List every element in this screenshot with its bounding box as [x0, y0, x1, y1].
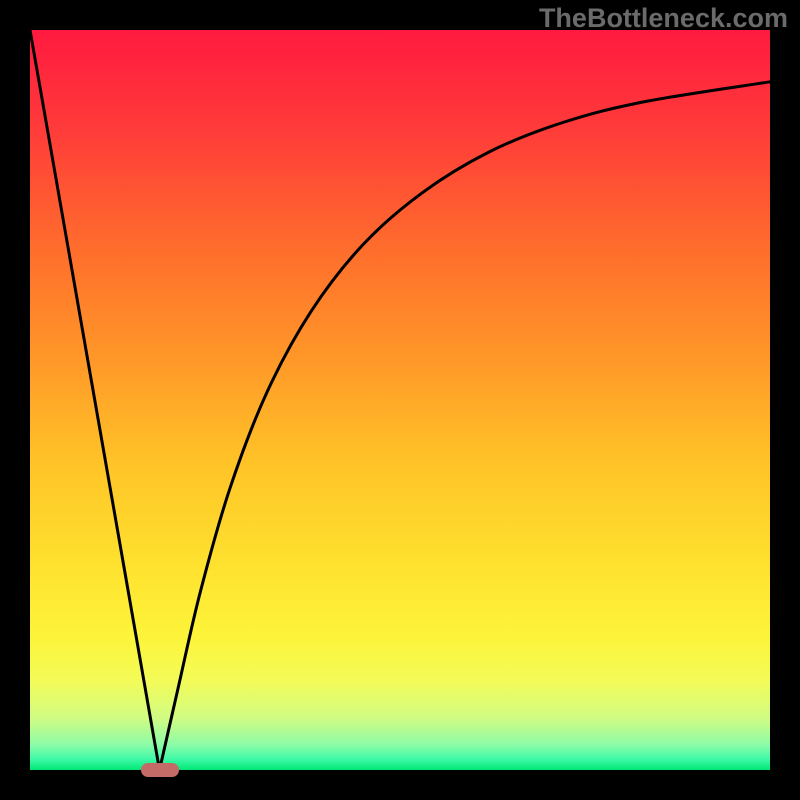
minimum-marker — [141, 763, 179, 777]
bottleneck-curve — [30, 30, 770, 770]
curve-left-line — [30, 30, 160, 770]
watermark-text: TheBottleneck.com — [539, 3, 788, 34]
chart-container: TheBottleneck.com — [0, 0, 800, 800]
curve-right-arc — [160, 82, 771, 770]
plot-area — [30, 30, 770, 770]
